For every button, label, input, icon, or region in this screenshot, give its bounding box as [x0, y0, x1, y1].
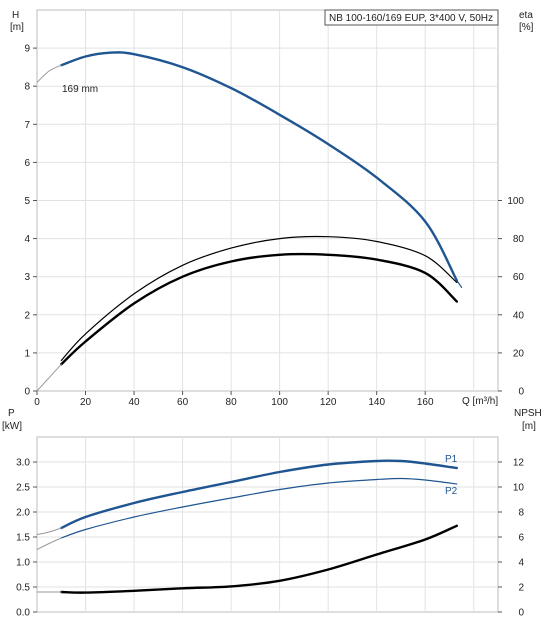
series-p1-line — [60, 459, 458, 530]
x-axis-tick-label: 0 — [34, 397, 40, 408]
right-axis-tick-label: 2 — [518, 583, 524, 594]
left-axis-tick-label: 5 — [24, 196, 30, 207]
left-axis-tick-label: 3.0 — [16, 458, 30, 469]
left-axis-tick-label: 1 — [24, 348, 30, 359]
left-axis-tick-label: 0 — [24, 387, 30, 398]
efficiency-axis-label: eta — [519, 10, 533, 21]
right-axis-tick-label: 8 — [518, 508, 524, 519]
x-axis-tick-label: 120 — [320, 397, 337, 408]
chart-title-box — [324, 9, 499, 26]
left-axis-tick-label: 2.0 — [16, 508, 30, 519]
power-chart-series-2-line — [36, 527, 62, 535]
right-axis-tick-label: 12 — [513, 458, 525, 469]
left-axis-tick-label: 8 — [24, 82, 30, 93]
left-axis-tick-label: 7 — [24, 120, 30, 131]
flow-axis-label: Q [m³/h] — [462, 396, 498, 407]
right-axis-tick-label: 6 — [518, 533, 524, 544]
head-chart-series-0-line — [60, 51, 458, 282]
right-axis-tick-label: 100 — [507, 196, 524, 207]
curve-label: 169 mm — [62, 84, 98, 95]
x-axis-tick-label: 20 — [80, 397, 92, 408]
head-axis-unit: [m] — [10, 22, 24, 33]
left-axis-tick-label: 0.5 — [16, 583, 30, 594]
x-axis-tick-label: 140 — [368, 397, 385, 408]
right-axis-tick-label: 0 — [518, 608, 524, 619]
left-axis-tick-label: 1.5 — [16, 533, 30, 544]
power-chart-series-3-line — [36, 537, 62, 550]
left-axis-tick-label: 1.0 — [16, 558, 30, 569]
series-p2-line — [60, 477, 458, 539]
head-axis-label: H — [12, 10, 19, 21]
x-axis-tick-label: 160 — [417, 397, 434, 408]
head-chart-series-5-line — [36, 363, 62, 392]
right-axis-tick-label: 0 — [518, 387, 524, 398]
right-axis-tick-label: 20 — [513, 348, 525, 359]
series-label-p2: P2 — [445, 486, 458, 497]
power-axis-unit: [kW] — [2, 421, 22, 432]
left-axis-tick-label: 0.0 — [16, 608, 30, 619]
x-axis-tick-label: 40 — [128, 397, 140, 408]
power-axis-label: P — [8, 408, 15, 419]
right-axis-tick-label: 60 — [513, 272, 525, 283]
left-axis-tick-label: 6 — [24, 158, 30, 169]
head-chart-series-4-line — [60, 252, 458, 366]
left-axis-tick-label: 9 — [24, 44, 30, 55]
left-axis-tick-label: 2 — [24, 310, 30, 321]
right-axis-tick-label: 80 — [513, 234, 525, 245]
left-axis-tick-label: 3 — [24, 272, 30, 283]
head-chart-series-2-line — [456, 279, 463, 288]
series-label-p1: P1 — [445, 454, 458, 465]
head-chart-series-1-line — [36, 64, 62, 83]
x-axis-tick-label: 60 — [177, 397, 189, 408]
left-axis-tick-label: 2.5 — [16, 483, 30, 494]
right-axis-tick-label: 40 — [513, 310, 525, 321]
x-axis-tick-label: 80 — [226, 397, 238, 408]
power-chart-series-4-line — [60, 524, 458, 594]
efficiency-axis-unit: [%] — [519, 22, 534, 33]
power-npsh-chart: 0.0 0.5 1.0 1.5 2.0 2.5 3.0 0 2 4 6 8 10 12 P [kW] N… — [2, 408, 542, 619]
x-axis-tick-label: 100 — [271, 397, 288, 408]
right-axis-tick-label: 4 — [518, 558, 524, 569]
chart-title: NB 100-160/169 EUP, 3*400 V, 50Hz — [329, 13, 493, 24]
npsh-axis-label: NPSH — [514, 408, 542, 419]
npsh-axis-unit: [m] — [522, 421, 536, 432]
left-axis-tick-label: 4 — [24, 234, 30, 245]
head-chart-series-3-line — [60, 235, 458, 362]
head-efficiency-chart: 0 1 2 3 4 5 6 7 8 9 0 20 40 60 80 100 0 20 40 60 80 100 120 1… — [10, 9, 534, 408]
right-axis-tick-label: 10 — [513, 483, 525, 494]
power-chart-plot-area — [36, 436, 499, 613]
